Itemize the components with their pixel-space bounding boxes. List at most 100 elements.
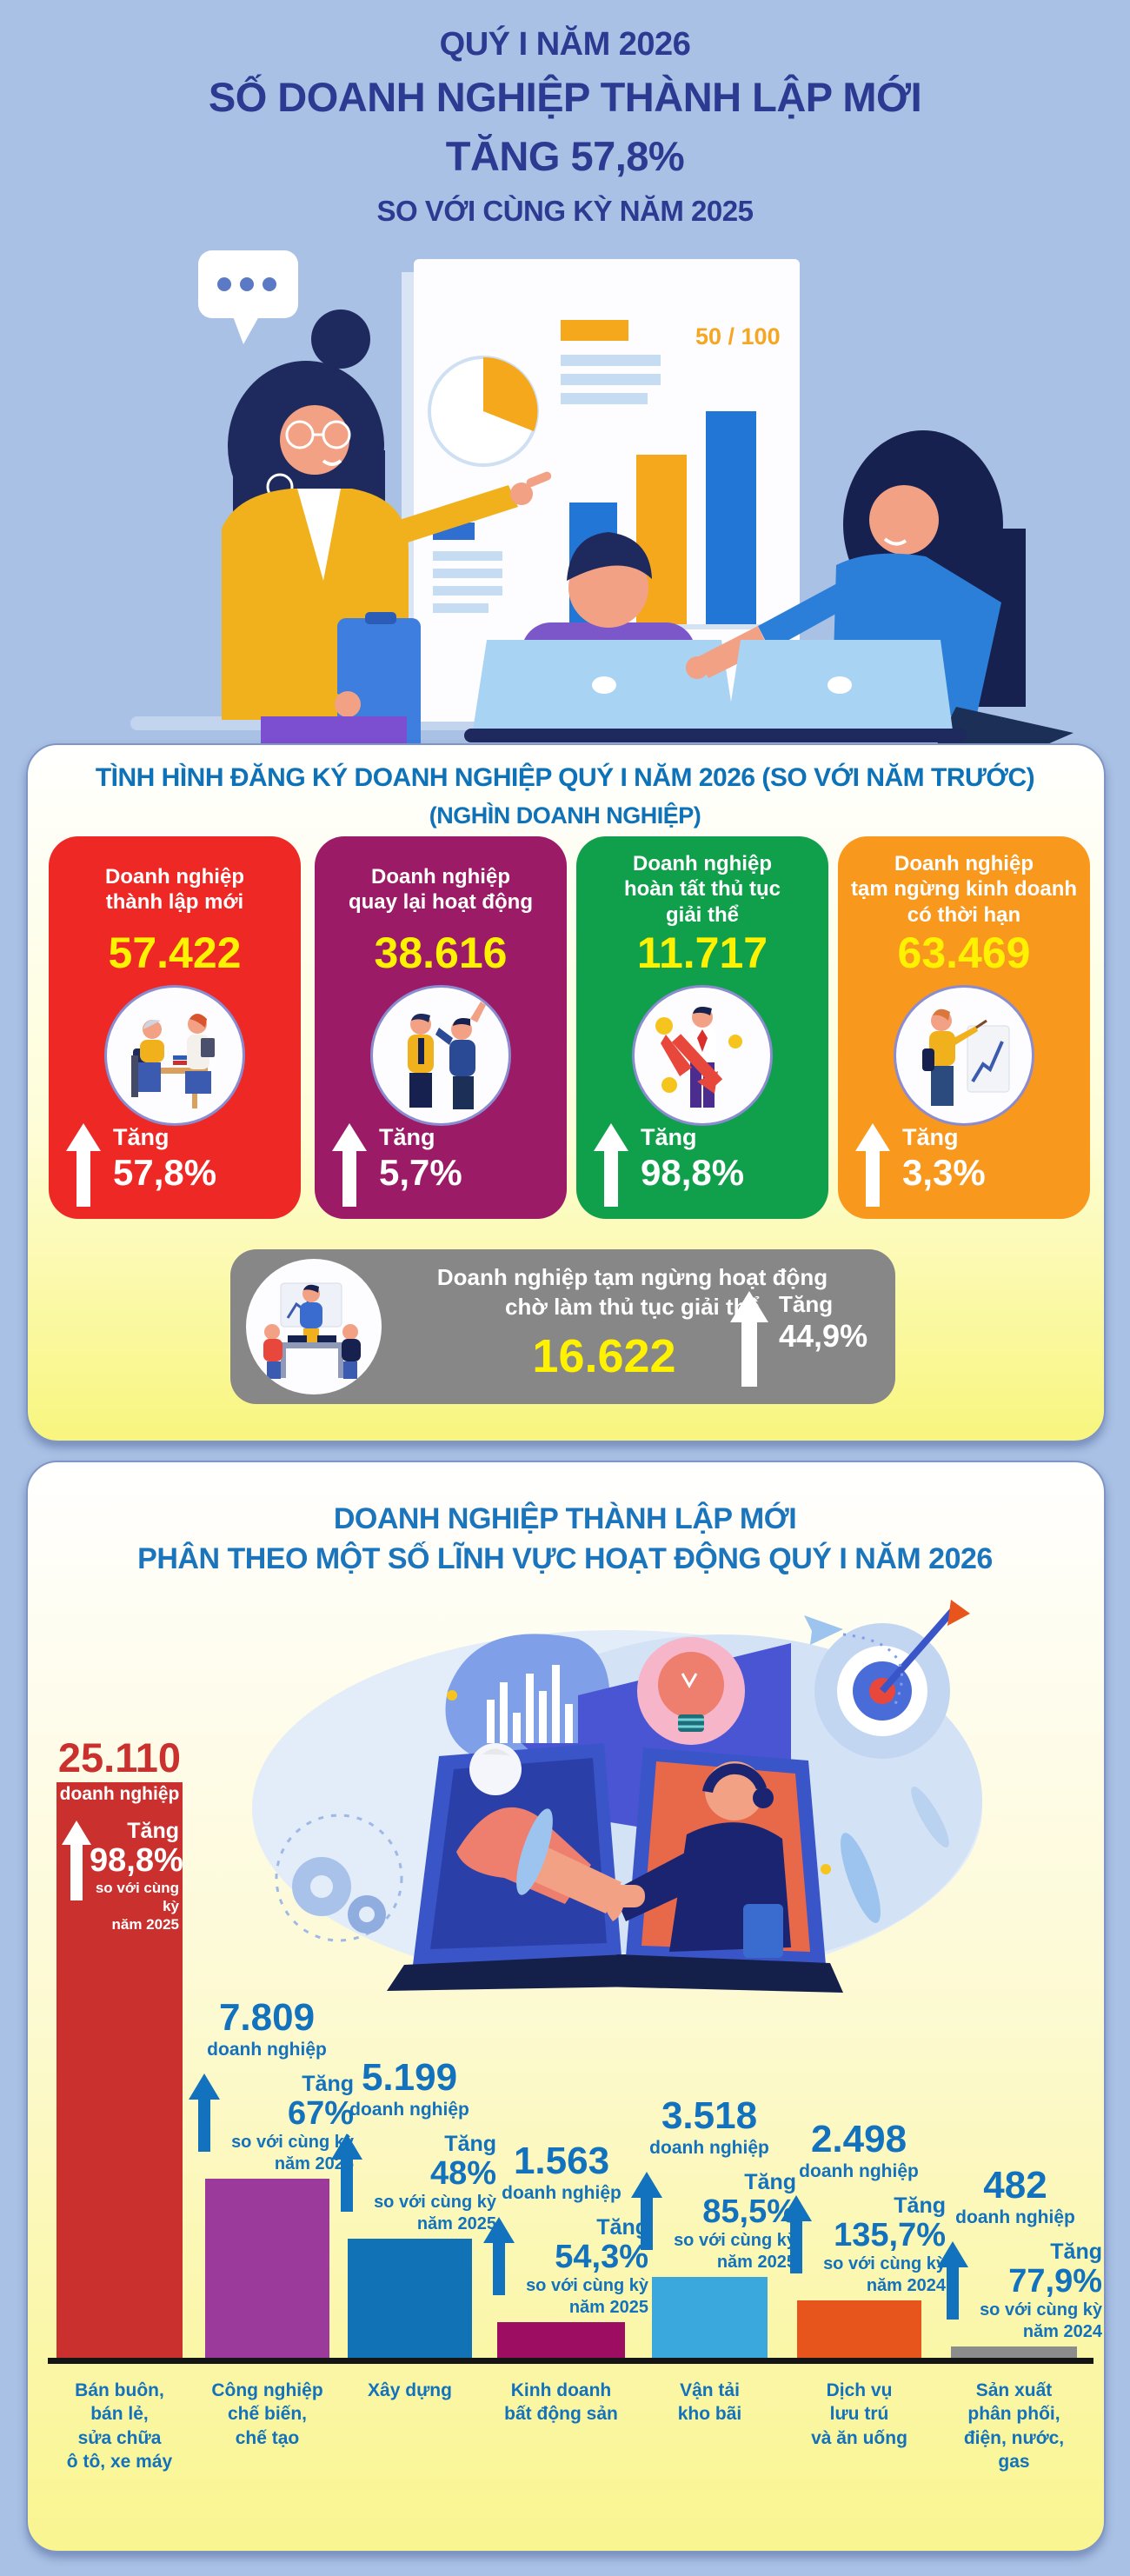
up-arrow-icon <box>781 2195 812 2274</box>
panel1-subtitle: (NGHÌN DOANH NGHIỆP) <box>429 802 701 829</box>
rise-label: Tăng <box>113 1124 170 1150</box>
bar-value: 7.809 <box>218 1996 316 2040</box>
bar-value: 5.199 <box>361 2056 458 2100</box>
panel2-title: DOANH NGHIỆP THÀNH LẬP MỚI <box>333 1502 797 1535</box>
speech-bubble-icon <box>198 250 298 344</box>
card-title: Doanh nghiệp tạm ngừng kinh doanh có thờ… <box>850 852 1078 927</box>
bar-unit: doanh nghiệp <box>799 2161 919 2182</box>
leaning-woman <box>686 430 1074 744</box>
rise-label: Tăng <box>641 1124 697 1150</box>
rise-year: năm 2025 <box>568 2298 648 2317</box>
bar-unit: doanh nghiệp <box>349 2100 469 2120</box>
rise-percent: 135,7% <box>834 2217 946 2254</box>
bar-value: 482 <box>983 2164 1047 2207</box>
bar-accommodation <box>797 2300 921 2358</box>
celebrating-people-illustration <box>370 984 511 1126</box>
rise-label: Tăng <box>444 2132 496 2157</box>
rise-label: Tăng <box>596 2215 648 2240</box>
rise-percent: 54,3% <box>555 2239 648 2276</box>
up-arrow-icon <box>937 2241 968 2320</box>
panel2-subtitle: PHÂN THEO MỘT SỐ LĨNH VỰC HOẠT ĐỘNG QUÝ … <box>137 1542 993 1575</box>
card-rise: Tăng 98,8% <box>594 1123 744 1207</box>
header-growth: TĂNG 57,8% <box>445 133 685 179</box>
highlight-title: Doanh nghiệp tạm ngừng hoạt động chờ làm… <box>436 1264 828 1320</box>
bar-unit: doanh nghiệp <box>502 2183 622 2204</box>
rise-percent: 98,8% <box>90 1841 183 1879</box>
rise-label: Tăng <box>1050 2240 1102 2265</box>
header-period: QUÝ I NĂM 2026 <box>439 26 691 63</box>
card-value: 11.717 <box>636 929 768 977</box>
bar-unit: doanh nghiệp <box>955 2207 1075 2228</box>
panel1-title: TÌNH HÌNH ĐĂNG KÝ DOANH NGHIỆP QUÝ I NĂM… <box>95 763 1035 792</box>
rise-compare: so với cùng kỳ <box>823 2254 946 2273</box>
card-new-businesses: Doanh nghiệp thành lập mới 57.422 Tăng 5… <box>49 836 301 1219</box>
up-arrow-icon <box>631 2172 662 2251</box>
category-label: Vận tải kho bãi <box>677 2380 742 2425</box>
rise-percent: 77,9% <box>1008 2263 1102 2300</box>
bar-unit: doanh nghiệp <box>649 2138 769 2159</box>
up-arrow-icon <box>331 2133 362 2213</box>
bar-annotation: 2.498 doanh nghiệp Tăng 135,7% so với cù… <box>772 2120 946 2297</box>
card-title: Doanh nghiệp quay lại hoạt động <box>348 864 533 914</box>
up-arrow-icon <box>855 1123 890 1207</box>
rise-compare: so với cùng kỳ <box>231 2133 354 2152</box>
header-title: SỐ DOANH NGHIỆP THÀNH LẬP MỚI <box>208 74 922 120</box>
bar-unit: doanh nghiệp <box>207 2040 327 2060</box>
rise-year: năm 2025 <box>416 2214 496 2233</box>
rise-label: Tăng <box>744 2170 796 2195</box>
rise-label: Tăng <box>779 1291 834 1317</box>
rise-compare: so với cùng kỳ <box>374 2193 496 2212</box>
highlight-value: 16.622 <box>532 1330 676 1382</box>
bar-annotation: 3.518 doanh nghiệp Tăng 85,5% so với cùn… <box>622 2097 796 2273</box>
category-label: Bán buôn, bán lẻ, sửa chữa ô tô, xe máy <box>66 2380 173 2472</box>
rise-year: năm 2024 <box>1022 2322 1102 2341</box>
rise-label: Tăng <box>894 2193 946 2219</box>
rise-compare: so với cùng kỳ <box>95 1879 179 1914</box>
card-value: 57.422 <box>108 929 242 977</box>
category-label: Xây dựng <box>368 2380 452 2400</box>
rise-label: Tăng <box>127 1819 179 1843</box>
bar-value: 25.110 <box>57 1734 182 1781</box>
rise-label: Tăng <box>379 1124 435 1150</box>
rise-label: Tăng <box>902 1124 959 1150</box>
category-label: Công nghiệp chế biến, chế tạo <box>211 2380 323 2448</box>
card-rise: Tăng 5,7% <box>332 1123 462 1207</box>
rise-percent: 48% <box>429 2155 496 2193</box>
bar-annotation: 1.563 doanh nghiệp Tăng 54,3% so với cùn… <box>475 2142 648 2319</box>
bar-construction <box>348 2239 472 2358</box>
bar-utilities <box>951 2346 1077 2358</box>
highlight-rise: Tăng 44,9% <box>730 1291 867 1387</box>
bar-annotation: 5.199 doanh nghiệp Tăng 48% so với cùng … <box>322 2059 496 2235</box>
bar-rise: Tăng 98,8% so với cùng kỳ năm 2025 <box>60 1819 183 1934</box>
rise-value: 44,9% <box>779 1318 868 1354</box>
office-desk-illustration <box>104 984 245 1126</box>
rise-compare: so với cùng kỳ <box>526 2276 648 2295</box>
presenter-woman <box>222 310 552 744</box>
card-value: 63.469 <box>897 929 1031 977</box>
bar-value-label: 25.110 <box>39 1737 200 1779</box>
rise-percent: 85,5% <box>702 2193 796 2231</box>
card-dissolved-businesses: Doanh nghiệp hoàn tất thủ tục giải thể 1… <box>576 836 828 1219</box>
rise-year: năm 2025 <box>716 2253 796 2272</box>
bar-wholesale-retail: doanh nghiệp Tăng 98,8% so với cùng kỳ n… <box>56 1782 183 2358</box>
header-compare: SO VỚI CÙNG KỲ NĂM 2025 <box>376 195 754 227</box>
category-label: Sản xuất phân phối, điện, nước, gas <box>963 2380 1065 2472</box>
losses-illustration <box>632 984 773 1126</box>
rise-value: 98,8% <box>641 1151 745 1193</box>
rise-label: Tăng <box>302 2072 354 2097</box>
rise-value: 5,7% <box>379 1151 462 1193</box>
bar-manufacturing <box>205 2179 329 2358</box>
card-rise: Tăng 3,3% <box>855 1123 986 1207</box>
rise-year: năm 2024 <box>866 2276 946 2295</box>
seated-man <box>464 532 744 742</box>
card-suspended-businesses: Doanh nghiệp tạm ngừng kinh doanh có thờ… <box>838 836 1090 1219</box>
rise-compare: so với cùng kỳ <box>674 2231 796 2250</box>
card-returning-businesses: Doanh nghiệp quay lại hoạt động 38.616 T… <box>315 836 567 1219</box>
up-arrow-icon <box>189 2073 220 2153</box>
bar-value: 2.498 <box>810 2118 907 2161</box>
bar-annotation: 7.809 doanh nghiệp Tăng 67% so với cùng … <box>180 1999 354 2175</box>
up-arrow-icon <box>730 1291 768 1387</box>
up-arrow-icon <box>483 2217 515 2296</box>
category-label: Dịch vụ lưu trú và ăn uống <box>811 2380 907 2448</box>
